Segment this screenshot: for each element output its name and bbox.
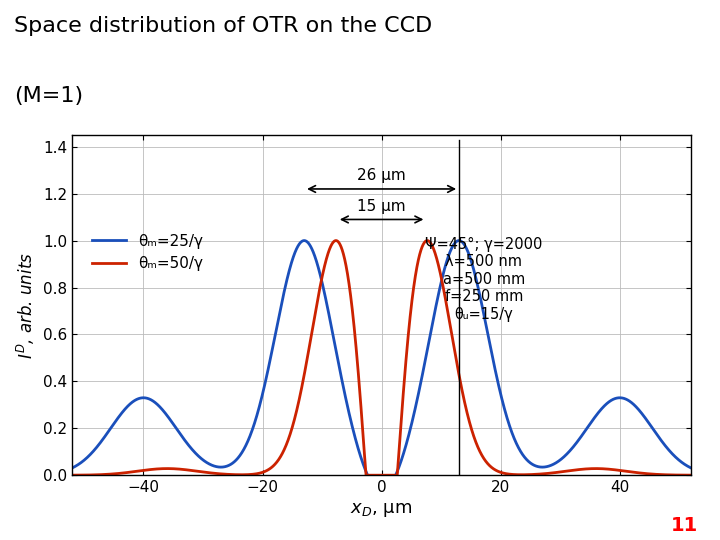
Text: (M=1): (M=1)	[14, 86, 84, 106]
X-axis label: $x_D$, μm: $x_D$, μm	[351, 501, 413, 518]
Legend: θₘ=25/γ, θₘ=50/γ: θₘ=25/γ, θₘ=50/γ	[86, 228, 209, 278]
Text: 26 μm: 26 μm	[357, 168, 406, 183]
Text: 15 μm: 15 μm	[357, 199, 406, 214]
Text: 11: 11	[671, 516, 698, 535]
Y-axis label: $I^D$, arb. units: $I^D$, arb. units	[15, 252, 37, 359]
Text: Ψ=45°; γ=2000
λ=500 nm
a=500 mm
f=250 mm
θᵤ=15/γ: Ψ=45°; γ=2000 λ=500 nm a=500 mm f=250 mm…	[425, 237, 542, 322]
Text: Space distribution of OTR on the CCD: Space distribution of OTR on the CCD	[14, 16, 433, 36]
